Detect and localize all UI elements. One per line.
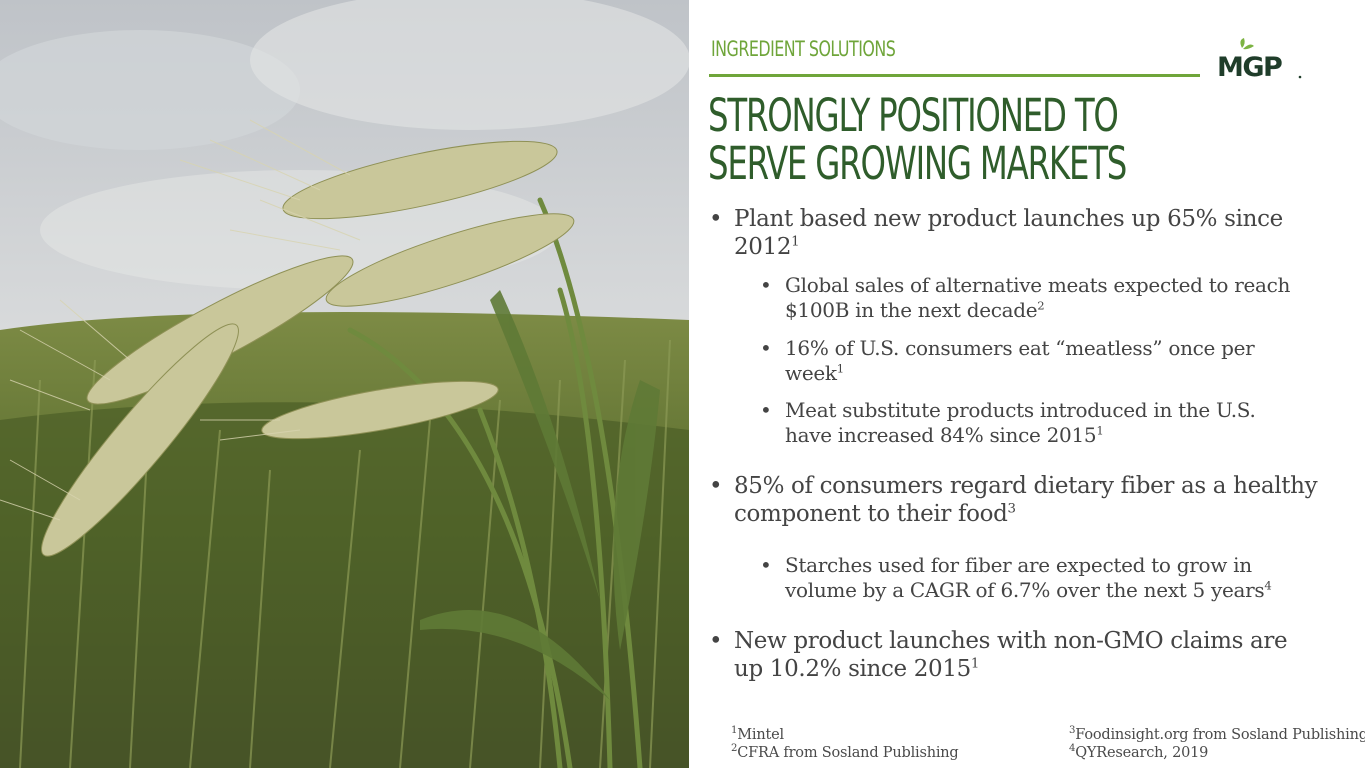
footnote-qyresearch: 4QYResearch, 2019 <box>1069 744 1208 762</box>
wheat-field-photo <box>0 0 689 768</box>
section-label: INGREDIENT SOLUTIONS <box>711 37 896 61</box>
header-divider <box>709 74 1200 77</box>
bullet-line: 2012 <box>734 234 792 260</box>
bullet-dot: • <box>760 553 772 577</box>
bullet-line: 85% of consumers regard dietary fiber as… <box>734 473 1318 499</box>
footnote-text: Foodinsight.org from Sosland Publishing <box>1075 727 1365 743</box>
footnote-number: 1 <box>731 725 738 737</box>
bullet-line: week <box>785 361 837 385</box>
bullet-line: Plant based new product launches up 65% … <box>734 206 1283 232</box>
footnote-mintel: 1Mintel <box>731 726 784 744</box>
footnote-ref: 4 <box>1264 578 1272 593</box>
footnote-ref: 1 <box>1096 423 1104 438</box>
footnote-number: 3 <box>1069 725 1076 737</box>
bullet-line: 16% of U.S. consumers eat “meatless” onc… <box>785 336 1255 360</box>
bullet-dot: • <box>760 398 772 422</box>
bullet-line: Starches used for fiber are expected to … <box>785 553 1252 577</box>
footnote-text: CFRA from Sosland Publishing <box>737 745 959 761</box>
footnote-text: QYResearch, 2019 <box>1075 745 1209 761</box>
footnote-number: 4 <box>1069 743 1076 755</box>
bullet-line: component to their food <box>734 501 1008 527</box>
title-line-2: SERVE GROWING MARKETS <box>708 137 1127 190</box>
bullet-line: have increased 84% since 2015 <box>785 423 1097 447</box>
footnote-ref: 1 <box>791 234 800 250</box>
mgp-leaf-logo: MGP <box>1217 38 1302 82</box>
bullet-line: New product launches with non-GMO claims… <box>734 628 1288 654</box>
bullet-dot: • <box>760 336 772 360</box>
footnote-ref: 3 <box>1007 501 1016 517</box>
footnote-ref: 2 <box>1037 298 1045 313</box>
bullet-dot: • <box>709 628 723 654</box>
footnote-number: 2 <box>731 743 738 755</box>
footnote-text: Mintel <box>737 727 784 743</box>
footnote-foodinsight: 3Foodinsight.org from Sosland Publishing <box>1069 726 1365 744</box>
bullet-dot: • <box>709 206 723 232</box>
bullet-dot: • <box>709 473 723 499</box>
bullet-line: Global sales of alternative meats expect… <box>785 273 1291 297</box>
footnote-cfra: 2CFRA from Sosland Publishing <box>731 744 959 762</box>
page-title: STRONGLY POSITIONED TO SERVE GROWING MAR… <box>708 89 1127 190</box>
bullet-line: $100B in the next decade <box>785 298 1038 322</box>
footnote-ref: 1 <box>836 361 844 376</box>
mgp-logo-text: MGP <box>1217 52 1282 82</box>
bullet-dot: • <box>760 273 772 297</box>
wheat-illustration <box>0 0 689 768</box>
title-line-1: STRONGLY POSITIONED TO <box>708 89 1119 142</box>
bullet-line: up 10.2% since 2015 <box>734 656 971 682</box>
footnote-ref: 1 <box>970 656 980 672</box>
bullet-line: Meat substitute products introduced in t… <box>785 398 1256 422</box>
bullet-line: volume by a CAGR of 6.7% over the next 5… <box>785 578 1265 602</box>
